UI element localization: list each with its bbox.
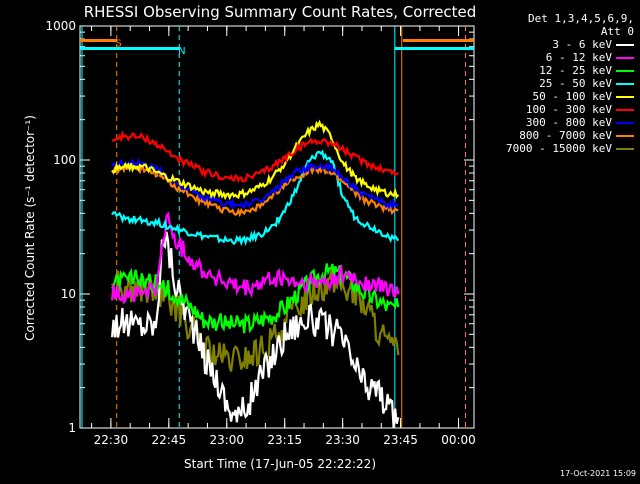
y-tick-label: 1 xyxy=(68,421,76,435)
x-tick-label: 00:00 xyxy=(441,433,476,447)
legend-entry: 7000 - 15000 keV xyxy=(474,142,634,155)
legend-swatch xyxy=(616,95,634,98)
flag-annotation: S xyxy=(116,39,122,50)
legend-entry: 6 - 12 keV xyxy=(474,51,634,64)
legend-label: 3 - 6 keV xyxy=(552,38,612,51)
legend-label: 25 - 50 keV xyxy=(539,77,612,90)
series-line xyxy=(111,231,400,429)
legend-header-line-2: Att 0 xyxy=(600,25,634,38)
legend-swatch xyxy=(616,134,634,137)
legend-entry: 100 - 300 keV xyxy=(474,103,634,116)
y-tick-label: 100 xyxy=(53,153,76,167)
legend-entry: 12 - 25 keV xyxy=(474,64,634,77)
legend-swatch xyxy=(616,147,634,150)
plot-frame xyxy=(79,25,475,429)
legend-swatch xyxy=(616,108,634,111)
chart-title: RHESSI Observing Summary Count Rates, Co… xyxy=(84,3,477,21)
legend-entry: 50 - 100 keV xyxy=(474,90,634,103)
series-line xyxy=(111,211,400,305)
series-line xyxy=(111,119,400,201)
legend-label: 50 - 100 keV xyxy=(532,90,612,103)
series-line xyxy=(111,130,399,183)
legend-label: 6 - 12 keV xyxy=(545,51,612,64)
generation-timestamp: 17-Oct-2021 15:09 xyxy=(560,469,636,478)
y-tick-label: 10 xyxy=(61,287,76,301)
x-tick-label: 23:45 xyxy=(383,433,418,447)
legend-swatch xyxy=(616,69,634,72)
series-line xyxy=(111,149,400,247)
legend-swatch xyxy=(616,82,634,85)
legend-swatch xyxy=(616,56,634,59)
legend-swatch xyxy=(616,43,634,46)
x-tick-label: 22:30 xyxy=(94,433,129,447)
x-tick-label: 23:00 xyxy=(209,433,244,447)
legend-label: 300 - 800 keV xyxy=(525,116,612,129)
legend: Det 1,3,4,5,6,9, Att 0 3 - 6 keV 6 - 12 … xyxy=(474,12,634,155)
legend-swatch xyxy=(616,121,634,124)
legend-header-line-1: Det 1,3,4,5,6,9, xyxy=(528,12,634,25)
legend-entry: 800 - 7000 keV xyxy=(474,129,634,142)
legend-label: 7000 - 15000 keV xyxy=(506,142,612,155)
x-tick-label: 23:15 xyxy=(267,433,302,447)
legend-label: 12 - 25 keV xyxy=(539,64,612,77)
series-line xyxy=(111,157,399,211)
y-tick-label: 1000 xyxy=(45,19,76,33)
series-line xyxy=(111,267,400,372)
legend-entry: 25 - 50 keV xyxy=(474,77,634,90)
x-axis-label: Start Time (17-Jun-05 22:22:22) xyxy=(184,457,376,471)
legend-entry: 300 - 800 keV xyxy=(474,116,634,129)
y-axis-label: Corrected Count Rate (s⁻¹ detector⁻¹) xyxy=(23,115,37,341)
legend-label: 100 - 300 keV xyxy=(525,103,612,116)
flag-annotation: N xyxy=(178,46,185,57)
x-tick-label: 23:30 xyxy=(325,433,360,447)
legend-entry: 3 - 6 keV xyxy=(474,38,634,51)
legend-label: 800 - 7000 keV xyxy=(519,129,612,142)
x-tick-label: 22:45 xyxy=(152,433,187,447)
